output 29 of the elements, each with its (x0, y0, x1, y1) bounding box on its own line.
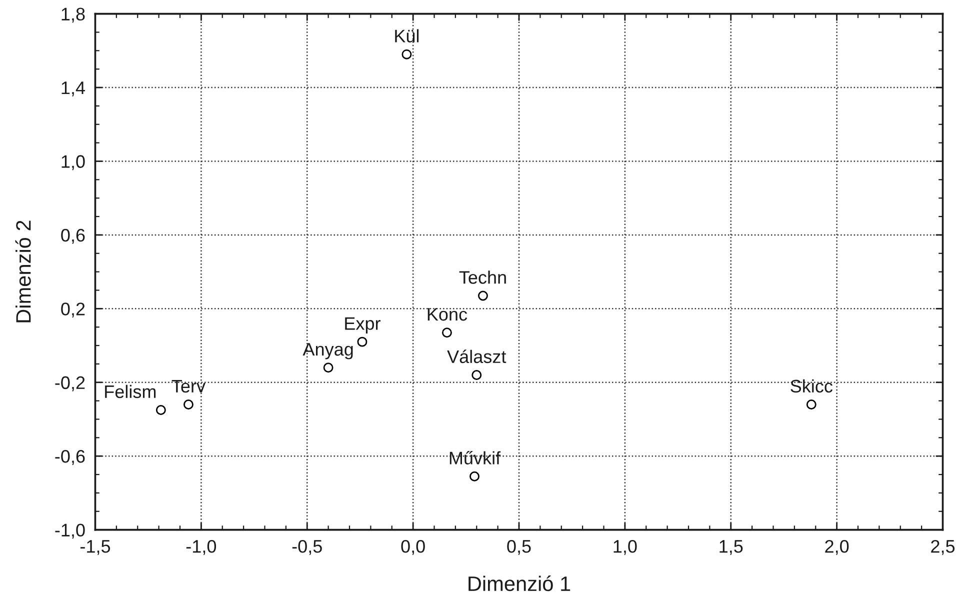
annotation: Skicc (790, 379, 832, 393)
x-tick-label: 2,5 (931, 540, 955, 555)
x-tick-label: 2,0 (825, 540, 849, 555)
x-tick-label: -1,0 (186, 540, 216, 555)
y-axis-title: Dimenzió 2 (15, 220, 31, 322)
x-tick-label: -1,5 (80, 540, 110, 555)
y-tick-label: 1,0 (62, 155, 85, 170)
annotation: Techn (459, 270, 506, 284)
x-tick-label: 0,5 (507, 540, 531, 555)
x-tick-label: -0,5 (292, 540, 322, 555)
y-tick-label: 0,2 (61, 302, 85, 318)
annotation: Felism (105, 384, 156, 398)
x-axis-title: Dimenzió 1 (468, 576, 570, 592)
x-tick-label: 1,5 (720, 540, 743, 555)
annotation: Művkif (450, 450, 501, 464)
y-tick-label: -0,6 (55, 450, 85, 465)
annotation: Kül (395, 29, 419, 42)
y-tick-label: 0,6 (61, 228, 85, 244)
y-tick-label: 1,4 (62, 82, 85, 96)
annotation: Expr (345, 317, 380, 334)
y-tick-label: -1,0 (55, 524, 85, 539)
annotation: Terv (172, 380, 206, 393)
x-tick-label: 0,0 (401, 540, 425, 555)
x-tick-label: 1,0 (614, 540, 637, 555)
annotation: Konc (428, 308, 468, 321)
annotation: Választ (447, 350, 506, 364)
y-tick-label: 1,8 (62, 8, 85, 23)
y-tick-label: -0,2 (55, 376, 85, 392)
annotation: Anyag (302, 343, 353, 360)
